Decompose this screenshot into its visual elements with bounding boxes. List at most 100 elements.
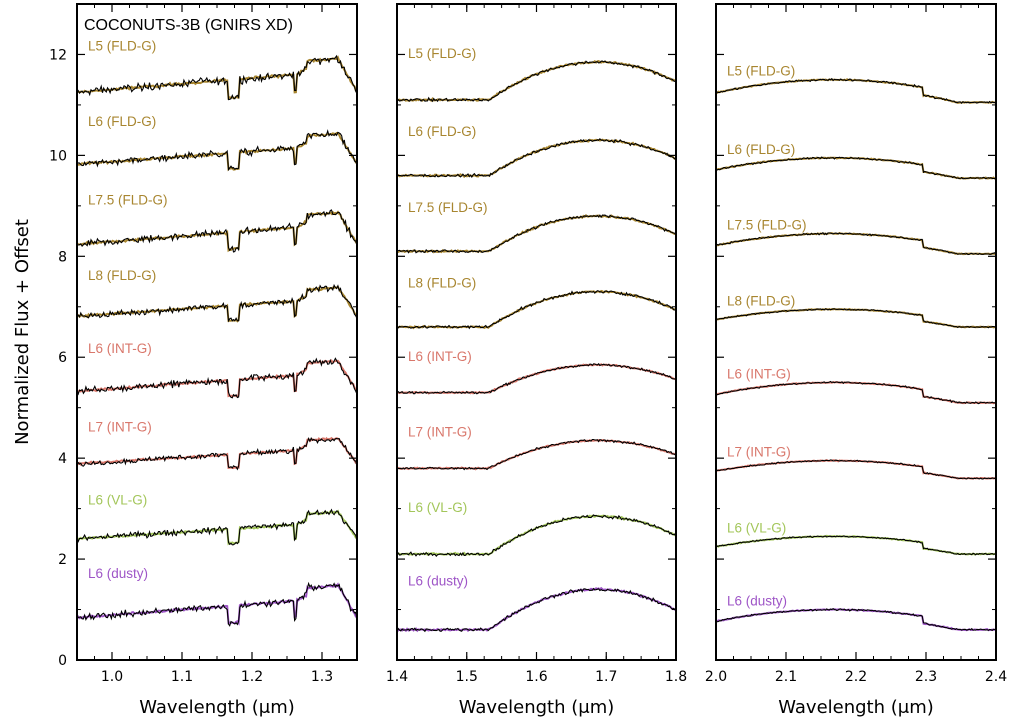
observed-spectrum-7 [76, 581, 358, 627]
template-spectrum-5 [76, 436, 358, 470]
x-tick-label: 1.4 [386, 669, 408, 685]
x-tick-label: 2.1 [775, 669, 797, 685]
x-tick-label: 1.6 [525, 669, 547, 685]
series-label: L7.5 (FLD-G) [88, 192, 168, 207]
y-tick-label: 0 [58, 653, 67, 669]
observed-spectrum-4 [76, 357, 358, 399]
series-label: L6 (INT-G) [727, 366, 791, 381]
template-spectrum-6 [715, 534, 997, 556]
series-label: L6 (dusty) [727, 594, 787, 609]
x-tick-label: 1.1 [171, 669, 193, 685]
x-tick-label: 1.3 [311, 669, 333, 685]
observed-spectrum-4 [396, 362, 677, 395]
y-tick-label: 2 [58, 552, 67, 568]
observed-spectrum-1 [396, 137, 677, 179]
observed-spectrum-1 [715, 156, 997, 180]
series-label: L7 (INT-G) [88, 419, 152, 434]
template-spectrum-1 [76, 132, 358, 172]
observed-spectrum-3 [76, 283, 358, 323]
template-spectrum-0 [715, 78, 997, 104]
series-label: L6 (dusty) [408, 573, 468, 588]
x-tick-label: 2.0 [705, 669, 727, 685]
plot-frame [76, 3, 358, 661]
series-label: L7 (INT-G) [727, 445, 791, 460]
observed-spectrum-7 [396, 587, 677, 633]
template-spectrum-0 [396, 60, 677, 103]
series-label: L6 (VL-G) [408, 500, 467, 515]
observed-spectrum-0 [715, 77, 996, 105]
x-tick-label: 2.4 [985, 669, 1007, 685]
observed-spectrum-5 [76, 437, 358, 471]
observed-spectrum-2 [715, 231, 997, 256]
x-tick-label: 2.3 [915, 669, 937, 685]
series-label: L6 (VL-G) [88, 493, 147, 508]
x-tick-label: 1.8 [665, 669, 687, 685]
series-label: L8 (FLD-G) [727, 293, 795, 308]
series-label: L5 (FLD-G) [727, 64, 795, 79]
series-label: L6 (FLD-G) [408, 124, 476, 139]
y-axis-label: Normalized Flux + Offset [12, 219, 33, 445]
observed-spectrum-5 [715, 459, 997, 480]
x-tick-label: 1.7 [595, 669, 617, 685]
template-spectrum-7 [396, 586, 677, 633]
template-spectrum-1 [715, 156, 997, 180]
series-label: L6 (FLD-G) [88, 114, 156, 129]
series-label: L7.5 (FLD-G) [408, 200, 488, 215]
chart-title: COCONUTS-3B (GNIRS XD) [84, 17, 293, 34]
y-tick-label: 6 [58, 350, 67, 366]
template-spectrum-3 [76, 285, 358, 323]
series-label: L6 (INT-G) [408, 349, 472, 364]
observed-spectrum-7 [715, 608, 997, 632]
template-spectrum-6 [76, 509, 358, 546]
template-spectrum-7 [716, 608, 997, 632]
template-spectrum-4 [76, 359, 358, 398]
observed-spectrum-3 [396, 290, 677, 330]
series-label: L6 (VL-G) [727, 520, 786, 535]
panel-j: L5 (FLD-G) L6 (FLD-G) L7.5 (FLD-G) L8 (FLD-… [49, 3, 358, 718]
observed-spectrum-0 [396, 60, 677, 103]
observed-spectrum-5 [396, 438, 677, 471]
template-spectrum-7 [76, 582, 358, 626]
observed-spectrum-2 [396, 214, 677, 254]
series-label: L8 (FLD-G) [408, 276, 476, 291]
observed-spectrum-0 [76, 54, 358, 101]
series-label: L6 (dusty) [88, 566, 148, 581]
y-tick-label: 10 [49, 148, 67, 164]
y-tick-label: 8 [58, 249, 67, 265]
observed-spectrum-3 [715, 308, 997, 329]
template-spectrum-1 [396, 138, 677, 179]
template-spectrum-2 [716, 232, 997, 256]
template-spectrum-5 [396, 438, 677, 471]
series-label: L8 (FLD-G) [88, 268, 156, 283]
template-spectrum-4 [396, 363, 677, 395]
template-spectrum-5 [715, 458, 997, 480]
x-tick-label: 1.5 [456, 669, 478, 685]
observed-spectrum-2 [76, 209, 358, 253]
observed-spectrum-4 [715, 380, 996, 405]
template-spectrum-2 [396, 214, 677, 254]
panel-k: L5 (FLD-G) L6 (FLD-G) L7.5 (FLD-G) L8 (FLD-… [705, 3, 1007, 718]
observed-spectrum-1 [76, 129, 358, 172]
y-tick-label: 4 [58, 451, 67, 467]
x-axis-label: Wavelength (μm) [459, 697, 615, 718]
observed-spectrum-6 [715, 535, 997, 556]
y-tick-label: 12 [49, 47, 67, 63]
x-tick-label: 2.2 [845, 669, 867, 685]
series-label: L6 (FLD-G) [727, 142, 795, 157]
series-label: L7.5 (FLD-G) [727, 218, 807, 233]
plot-frame [396, 3, 677, 661]
template-spectrum-6 [396, 514, 677, 557]
series-label: L5 (FLD-G) [88, 38, 156, 53]
x-axis-label: Wavelength (μm) [778, 697, 934, 718]
panel-h: L5 (FLD-G) L6 (FLD-G) L7.5 (FLD-G) L8 (FLD-… [386, 3, 687, 718]
observed-spectrum-6 [396, 514, 677, 557]
series-label: L5 (FLD-G) [408, 46, 476, 61]
x-axis-label: Wavelength (μm) [139, 697, 295, 718]
observed-spectrum-6 [76, 508, 358, 546]
template-spectrum-4 [715, 381, 997, 405]
series-label: L6 (INT-G) [88, 341, 152, 356]
x-tick-label: 1.2 [241, 669, 263, 685]
template-spectrum-3 [715, 307, 997, 329]
series-label: L7 (INT-G) [408, 424, 472, 439]
